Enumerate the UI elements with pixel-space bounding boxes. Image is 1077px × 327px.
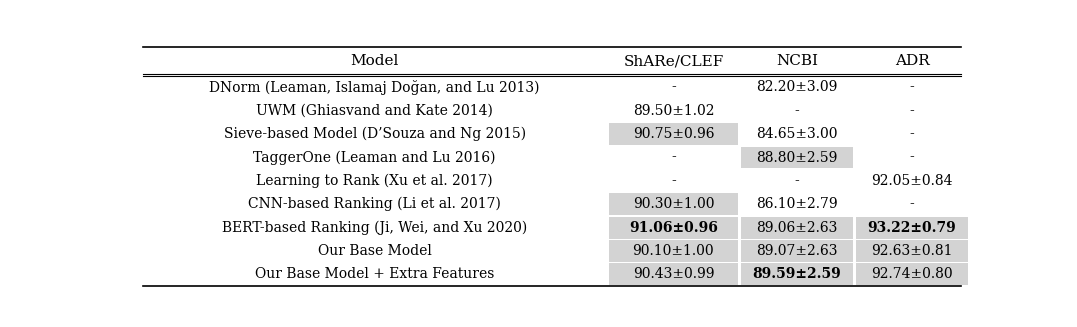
Text: 89.06±2.63: 89.06±2.63 bbox=[756, 221, 838, 234]
Text: 92.63±0.81: 92.63±0.81 bbox=[871, 244, 953, 258]
Text: -: - bbox=[795, 104, 799, 118]
Text: 89.50±1.02: 89.50±1.02 bbox=[632, 104, 714, 118]
Text: -: - bbox=[671, 80, 675, 95]
Text: Model: Model bbox=[350, 54, 398, 68]
Text: -: - bbox=[795, 174, 799, 188]
Text: Sieve-based Model (D’Souza and Ng 2015): Sieve-based Model (D’Souza and Ng 2015) bbox=[224, 127, 526, 141]
Bar bbox=[856, 240, 968, 262]
Text: 91.06±0.96: 91.06±0.96 bbox=[629, 221, 718, 234]
Text: CNN-based Ranking (Li et al. 2017): CNN-based Ranking (Li et al. 2017) bbox=[248, 197, 501, 212]
Text: -: - bbox=[910, 150, 914, 164]
Bar bbox=[741, 146, 853, 168]
Text: 89.59±2.59: 89.59±2.59 bbox=[753, 267, 841, 281]
Text: TaggerOne (Leaman and Lu 2016): TaggerOne (Leaman and Lu 2016) bbox=[253, 150, 495, 165]
Text: UWM (Ghiasvand and Kate 2014): UWM (Ghiasvand and Kate 2014) bbox=[256, 104, 493, 118]
Bar bbox=[741, 217, 853, 238]
Bar bbox=[609, 263, 738, 285]
Text: 82.20±3.09: 82.20±3.09 bbox=[756, 80, 838, 95]
Text: 92.74±0.80: 92.74±0.80 bbox=[871, 267, 953, 281]
Text: -: - bbox=[910, 197, 914, 211]
Text: -: - bbox=[910, 127, 914, 141]
Bar bbox=[609, 123, 738, 145]
Text: DNorm (Leaman, Islamaj Doğan, and Lu 2013): DNorm (Leaman, Islamaj Doğan, and Lu 201… bbox=[209, 80, 540, 95]
Text: 86.10±2.79: 86.10±2.79 bbox=[756, 197, 838, 211]
Bar bbox=[741, 240, 853, 262]
Text: 88.80±2.59: 88.80±2.59 bbox=[756, 150, 838, 164]
Bar bbox=[856, 263, 968, 285]
Text: 89.07±2.63: 89.07±2.63 bbox=[756, 244, 838, 258]
Bar bbox=[609, 193, 738, 215]
Text: Our Base Model: Our Base Model bbox=[318, 244, 432, 258]
Text: 90.75±0.96: 90.75±0.96 bbox=[632, 127, 714, 141]
Text: -: - bbox=[910, 104, 914, 118]
Text: BERT-based Ranking (Ji, Wei, and Xu 2020): BERT-based Ranking (Ji, Wei, and Xu 2020… bbox=[222, 220, 528, 235]
Text: 90.43±0.99: 90.43±0.99 bbox=[632, 267, 714, 281]
Text: 90.10±1.00: 90.10±1.00 bbox=[632, 244, 714, 258]
Bar bbox=[609, 240, 738, 262]
Text: Our Base Model + Extra Features: Our Base Model + Extra Features bbox=[255, 267, 494, 281]
Text: ADR: ADR bbox=[895, 54, 929, 68]
Text: 92.05±0.84: 92.05±0.84 bbox=[871, 174, 953, 188]
Text: -: - bbox=[671, 174, 675, 188]
Text: NCBI: NCBI bbox=[775, 54, 817, 68]
Bar bbox=[609, 217, 738, 238]
Text: -: - bbox=[671, 150, 675, 164]
Text: 90.30±1.00: 90.30±1.00 bbox=[632, 197, 714, 211]
Bar bbox=[856, 217, 968, 238]
Bar bbox=[741, 263, 853, 285]
Text: -: - bbox=[910, 80, 914, 95]
Text: Learning to Rank (Xu et al. 2017): Learning to Rank (Xu et al. 2017) bbox=[256, 174, 493, 188]
Text: 93.22±0.79: 93.22±0.79 bbox=[868, 221, 956, 234]
Text: ShARe/CLEF: ShARe/CLEF bbox=[624, 54, 724, 68]
Text: 84.65±3.00: 84.65±3.00 bbox=[756, 127, 838, 141]
